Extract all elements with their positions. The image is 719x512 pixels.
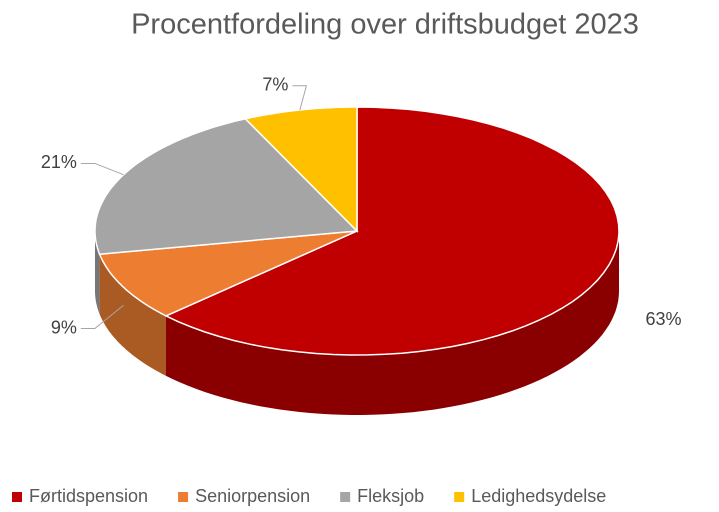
slice (98, 230, 358, 317)
legend-label: Fleksjob (357, 486, 424, 506)
leader-line (80, 304, 124, 330)
legend-swatch (340, 492, 351, 502)
slice-side (166, 231, 619, 415)
legend-label: Førtidspension (29, 486, 148, 506)
legend-label: Seniorpension (195, 486, 310, 506)
legend-swatch (454, 492, 465, 502)
data-label: 7% (262, 75, 288, 95)
slice (164, 106, 620, 356)
leader-line (292, 85, 308, 111)
data-label: 63% (646, 309, 682, 329)
slice-side (99, 254, 166, 376)
legend-swatch (12, 492, 22, 502)
data-label: 21% (41, 152, 77, 172)
slice (243, 106, 358, 233)
chart-title: Procentfordeling over driftsbudget 2023 (131, 9, 639, 41)
legend-swatch (178, 492, 189, 502)
legend-label: Ledighedsydelse (471, 486, 606, 506)
slice (94, 117, 359, 255)
leader-line (80, 162, 124, 176)
data-label: 9% (51, 317, 77, 337)
